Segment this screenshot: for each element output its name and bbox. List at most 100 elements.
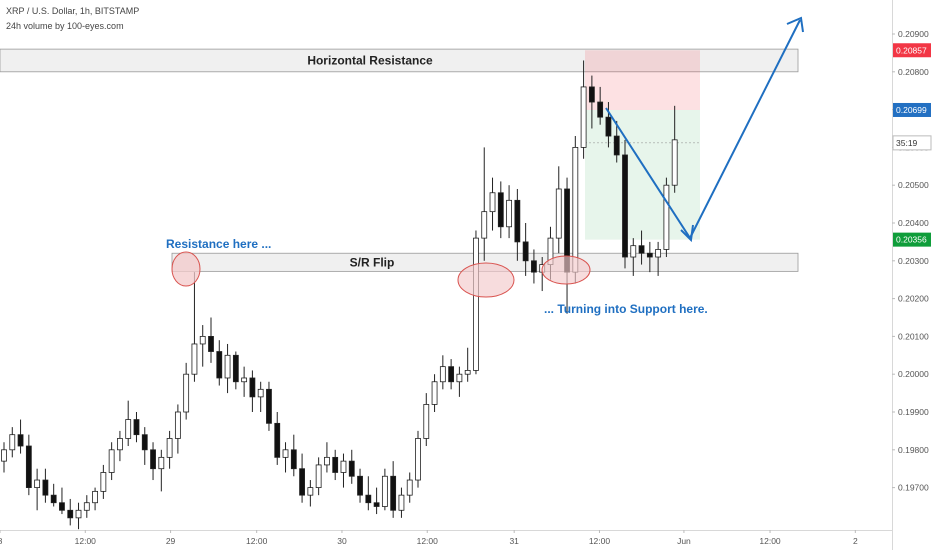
candle-down xyxy=(274,422,281,458)
candle-up xyxy=(34,479,41,489)
entry-price-tag: 0.20699 xyxy=(896,105,927,115)
x-tick-label: Jun xyxy=(677,536,691,546)
candle-up xyxy=(671,139,678,186)
short-position-tool[interactable] xyxy=(585,50,700,240)
candle-down xyxy=(357,475,363,496)
candle-down xyxy=(249,377,256,398)
candle-down xyxy=(605,116,612,137)
candle-up xyxy=(655,249,662,258)
candle-up xyxy=(282,449,289,458)
support-highlight-ellipse-2 xyxy=(541,255,591,285)
price-axis-background xyxy=(892,0,932,550)
candle-down xyxy=(365,494,372,504)
candle-up xyxy=(257,388,264,398)
candle-up xyxy=(456,373,463,383)
horizontal-resistance-zone xyxy=(0,48,799,73)
candle-down xyxy=(50,494,57,504)
candle-up xyxy=(473,237,479,371)
candle-up xyxy=(423,404,430,439)
candle-up xyxy=(224,354,231,379)
candle-up xyxy=(406,479,413,496)
candle-down xyxy=(216,351,223,379)
candle-down xyxy=(141,434,148,451)
y-tick-label: 0.19800 xyxy=(898,445,929,455)
candle-down xyxy=(299,468,305,496)
candle-up xyxy=(92,490,98,504)
candle-up xyxy=(117,438,123,451)
candle-down xyxy=(622,154,628,258)
candle-up xyxy=(572,146,579,273)
candle-down xyxy=(588,86,595,103)
y-tick-label: 0.20900 xyxy=(898,29,929,39)
x-tick-label: 12:00 xyxy=(417,536,439,546)
highlight-ellipses xyxy=(171,251,591,298)
candle-up xyxy=(108,449,115,473)
candle-down xyxy=(25,445,32,488)
entry-price-tag-box xyxy=(893,102,931,117)
candle-up xyxy=(315,464,322,489)
x-tick-label: 8 xyxy=(0,536,3,546)
candle-up xyxy=(324,456,330,466)
candle-down xyxy=(646,252,653,258)
candle-up xyxy=(174,411,181,439)
sr-flip-label: S/R Flip xyxy=(350,255,395,269)
y-tick-label: 0.20200 xyxy=(898,294,929,304)
candle-up xyxy=(555,188,562,239)
x-tick-label: 31 xyxy=(509,536,519,546)
stop-price-tag-box xyxy=(893,43,931,58)
candle-up xyxy=(415,438,421,481)
candle-down xyxy=(232,354,239,383)
candle-down xyxy=(373,502,380,507)
candle-down xyxy=(514,199,521,243)
stop-loss-area xyxy=(585,50,700,110)
target-price-tag: 0.20356 xyxy=(896,235,927,245)
timer-tag: 35:19 xyxy=(896,138,918,148)
candle-down xyxy=(42,479,49,496)
y-tick-label: 0.19900 xyxy=(898,407,929,417)
candle-up xyxy=(663,184,670,250)
down-arrowhead xyxy=(680,224,694,243)
candle-up xyxy=(439,366,446,383)
candle-up xyxy=(580,86,587,148)
projection-arrows xyxy=(605,16,804,243)
candle-down xyxy=(59,502,65,511)
candle-up xyxy=(158,456,165,470)
candle-down xyxy=(348,460,355,477)
volume-indicator-label: 24h volume by 100-eyes.com xyxy=(6,21,124,31)
candle-up xyxy=(381,475,388,507)
take-profit-area xyxy=(585,109,700,240)
y-tick-label: 0.20800 xyxy=(898,67,929,77)
candle-down xyxy=(17,434,24,447)
up-arrowhead xyxy=(786,16,804,33)
candle-up xyxy=(75,509,82,519)
candle-up xyxy=(340,460,347,473)
candle-up xyxy=(199,335,206,345)
candle-down xyxy=(638,245,645,254)
candle-up xyxy=(464,370,471,375)
candle-down xyxy=(290,449,297,470)
candle-up xyxy=(183,373,190,413)
y-tick-label: 0.19700 xyxy=(898,483,929,493)
candle-down xyxy=(597,101,604,118)
candle-down xyxy=(613,135,620,156)
y-tick-label: 0.20000 xyxy=(898,369,929,379)
x-tick-label: 12:00 xyxy=(246,536,268,546)
stop-price-tag: 0.20857 xyxy=(896,45,927,55)
x-tick-label: 29 xyxy=(166,536,176,546)
x-tick-label: 12:00 xyxy=(75,536,97,546)
candle-up xyxy=(489,192,496,213)
candle-up xyxy=(1,449,7,462)
y-tick-label: 0.20400 xyxy=(898,218,929,228)
candle-up xyxy=(241,377,248,383)
support-highlight-ellipse-1 xyxy=(457,262,515,298)
candle-up xyxy=(125,419,132,439)
candle-down xyxy=(67,509,74,519)
candle-down xyxy=(497,192,504,228)
candlestick-series xyxy=(1,60,678,530)
candle-up xyxy=(100,472,107,492)
horizontal-resistance-label: Horizontal Resistance xyxy=(307,53,433,67)
candle-down xyxy=(332,456,339,473)
y-tick-label: 0.20500 xyxy=(898,180,929,190)
